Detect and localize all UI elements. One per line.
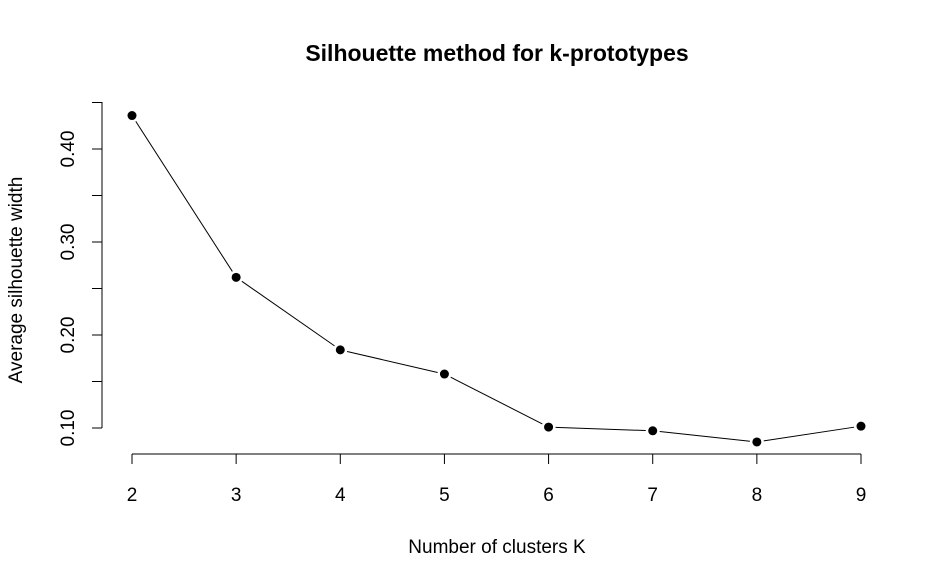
data-point — [335, 345, 345, 355]
x-tick-label: 2 — [127, 485, 138, 506]
y-axis-label: Average silhouette width — [6, 177, 27, 384]
series-line-segment — [135, 121, 233, 272]
x-tick-label: 4 — [335, 485, 346, 506]
data-point — [127, 111, 137, 121]
plot-area — [127, 111, 866, 447]
y-tick-label: 0.40 — [58, 131, 79, 168]
series-line-segment — [346, 350, 438, 373]
data-point — [544, 422, 554, 432]
data-point — [231, 272, 241, 282]
series-line-segment — [241, 280, 335, 347]
series-line-segment — [555, 426, 646, 432]
x-tick-label: 6 — [543, 485, 554, 506]
data-point — [648, 426, 658, 436]
chart-title: Silhouette method for k-prototypes — [305, 40, 688, 66]
series-line-segment — [450, 376, 543, 425]
x-tick-label: 9 — [856, 485, 867, 506]
x-ticks: 2 3 4 5 6 7 8 9 — [127, 454, 867, 506]
series-line-segment — [763, 426, 855, 442]
series-line-segment — [659, 431, 750, 442]
data-point — [856, 421, 866, 431]
data-point — [439, 369, 449, 379]
x-tick-label: 3 — [231, 485, 242, 506]
y-tick-label: 0.30 — [58, 224, 79, 261]
x-tick-label: 7 — [647, 485, 658, 506]
y-tick-label: 0.10 — [58, 410, 79, 447]
data-point — [752, 437, 762, 447]
y-ticks: 0.10 0.20 0.30 0.40 — [58, 102, 102, 447]
x-axis-label: Number of clusters K — [408, 537, 586, 558]
x-tick-label: 8 — [752, 485, 763, 506]
y-tick-label: 0.20 — [58, 317, 79, 354]
x-tick-label: 5 — [439, 485, 450, 506]
